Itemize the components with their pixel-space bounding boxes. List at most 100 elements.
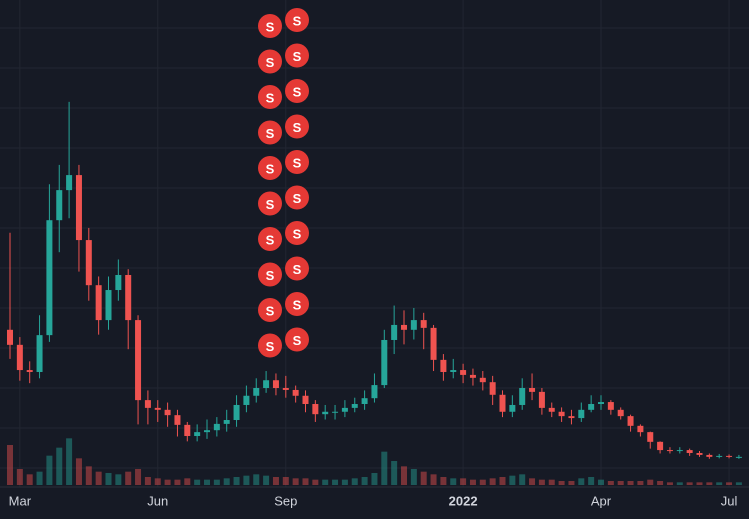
volume-bar [529, 478, 536, 485]
x-tick-label: Jun [147, 493, 168, 508]
event-marker [285, 292, 309, 316]
candle-body [135, 320, 142, 401]
volume-bar [36, 471, 43, 485]
candle-body [568, 416, 575, 419]
event-marker [258, 191, 282, 216]
event-marker-label: S [293, 297, 302, 312]
candle-body [657, 441, 664, 451]
event-marker [285, 79, 309, 103]
candle-body [391, 324, 398, 340]
candle-body [401, 324, 407, 330]
volume-bar [46, 455, 53, 485]
candle-body [282, 388, 289, 390]
volume-bar [578, 478, 585, 485]
volume-bar [174, 479, 181, 485]
volume-bar [735, 482, 742, 485]
candle-body [95, 285, 102, 321]
candle-body [292, 389, 299, 396]
candle-body [26, 370, 33, 372]
event-marker [285, 221, 309, 245]
event-marker-label: S [266, 303, 275, 318]
candle-body [46, 220, 53, 336]
candle-body [194, 432, 201, 437]
candle-body [735, 456, 742, 458]
event-marker [258, 85, 282, 109]
candle-body [144, 400, 151, 408]
volume-bar [607, 481, 614, 485]
candle-body [184, 424, 191, 437]
candle-body [56, 190, 63, 221]
volume-bar [75, 458, 82, 485]
volume-bar [282, 477, 289, 485]
volume-bar [666, 482, 673, 485]
candle-body [617, 409, 624, 417]
event-marker-label: S [293, 155, 302, 170]
volume-bar [361, 477, 368, 485]
candle-body [578, 409, 585, 419]
candle-body [489, 382, 496, 395]
volume-bar [450, 478, 457, 485]
candle-body [371, 385, 378, 399]
candle-body [272, 380, 279, 388]
candle-body [66, 175, 73, 191]
x-tick-label: Jul [721, 493, 738, 508]
event-marker-label: S [266, 19, 275, 34]
event-marker [258, 333, 282, 358]
volume-bar [341, 479, 348, 485]
volume-bar [144, 477, 151, 485]
event-marker-label: S [266, 161, 275, 176]
volume-bar [716, 482, 723, 485]
candle-layer [7, 101, 742, 459]
volume-bar [647, 479, 654, 485]
candle-body [223, 420, 230, 424]
event-marker [285, 114, 309, 139]
candle-body [351, 404, 358, 408]
volume-bar [548, 479, 555, 485]
event-marker [258, 49, 282, 74]
volume-bar [598, 479, 604, 485]
volume-bar [440, 477, 447, 485]
volume-bar [568, 481, 575, 485]
volume-bar [164, 479, 171, 485]
volume-bar [401, 466, 407, 485]
event-marker-label: S [293, 191, 302, 206]
volume-bar [381, 451, 388, 485]
volume-bar [617, 481, 624, 485]
volume-bar [85, 466, 92, 485]
event-marker-label: S [266, 339, 275, 354]
volume-bar [292, 478, 299, 485]
volume-bar [696, 482, 703, 485]
candle-body [647, 432, 654, 442]
volume-bar [105, 473, 112, 485]
volume-bar [322, 479, 329, 485]
volume-bar [657, 481, 664, 485]
event-marker-label: S [293, 333, 302, 348]
volume-bar [115, 474, 122, 485]
x-tick-label: Mar [9, 493, 32, 508]
volume-bar [213, 479, 220, 485]
volume-bar [509, 475, 516, 485]
volume-bar [706, 482, 713, 485]
candle-body [410, 320, 417, 330]
candle-body [519, 388, 526, 405]
volume-bar [184, 478, 191, 485]
candle-body [213, 423, 220, 431]
candle-body [637, 425, 644, 433]
event-marker [285, 43, 309, 68]
candle-body [154, 407, 161, 410]
event-marker-label: S [266, 268, 275, 283]
volume-bar [56, 447, 63, 485]
candle-body [440, 359, 447, 372]
volume-bar [233, 477, 240, 485]
candle-body [302, 395, 309, 405]
volume-bar [204, 479, 210, 485]
candle-body [538, 391, 545, 408]
candle-body [332, 411, 339, 413]
event-marker-label: S [266, 232, 275, 247]
candle-body [243, 395, 250, 405]
event-marker-label: S [266, 55, 275, 70]
volume-bar [194, 479, 201, 485]
volume-bar [223, 478, 230, 485]
event-marker [285, 256, 309, 281]
volume-bar [558, 481, 565, 485]
